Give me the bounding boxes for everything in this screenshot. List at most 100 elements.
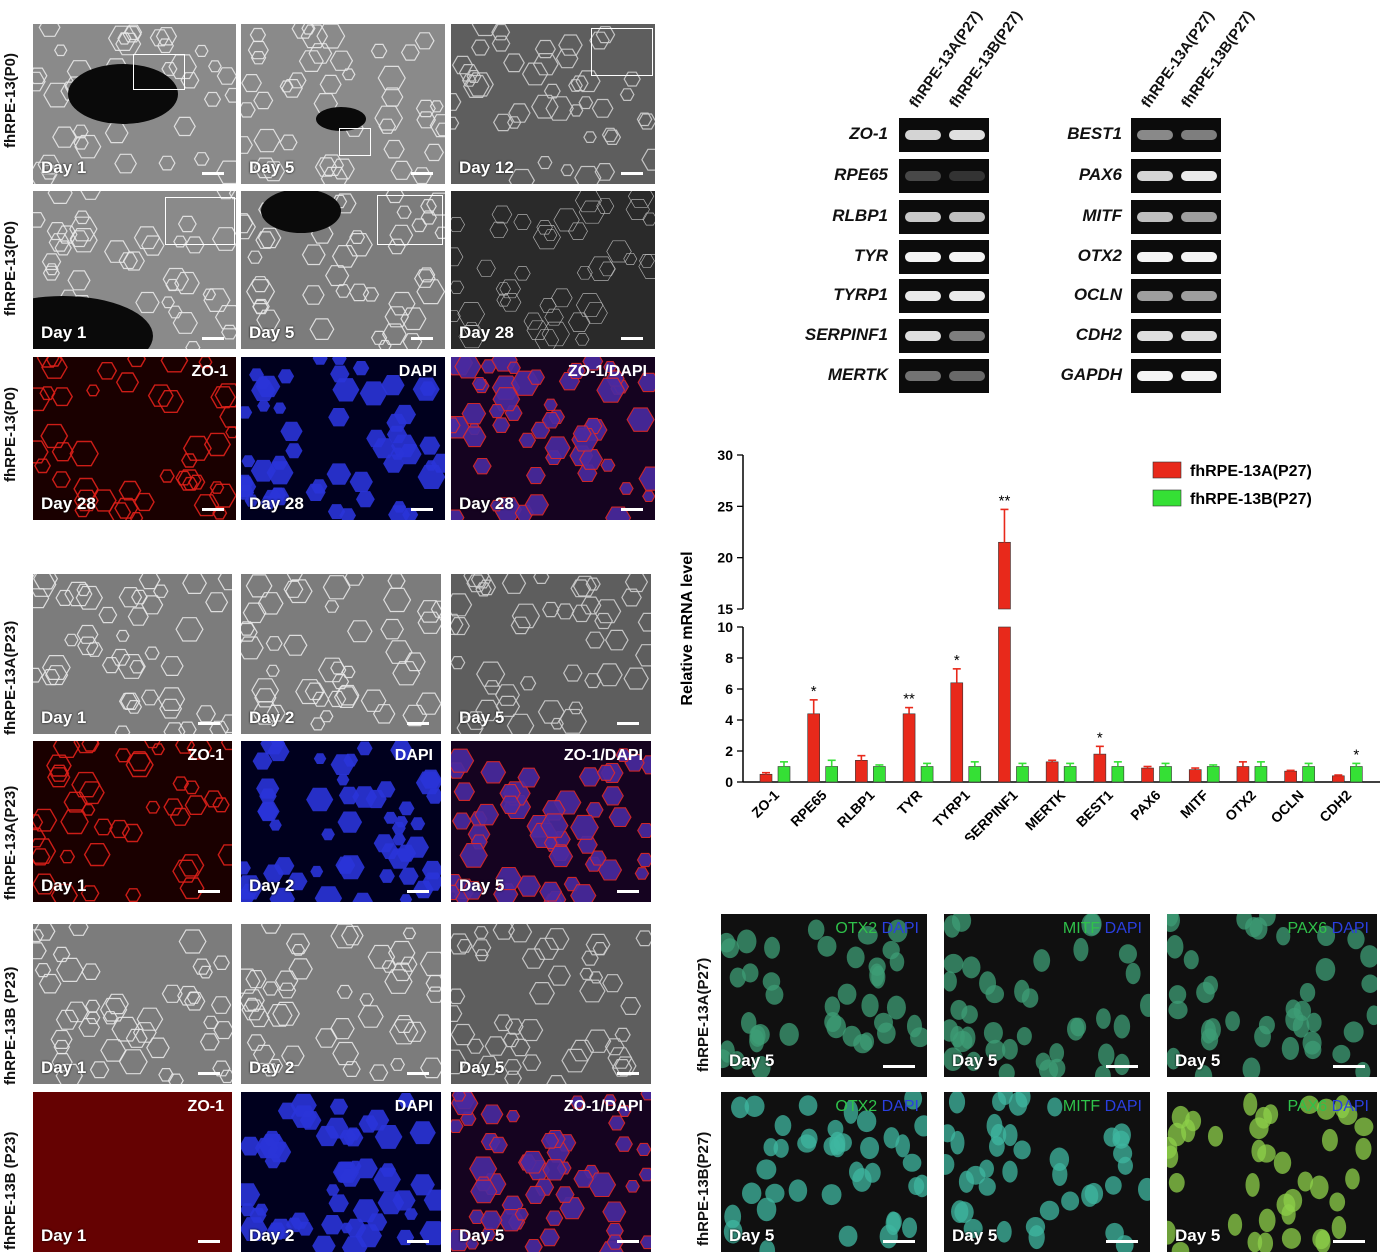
- gel-band: [949, 291, 985, 301]
- dapi-name: DAPI: [1331, 1098, 1369, 1115]
- day-label: Day 1: [41, 323, 87, 342]
- gel-lane-row: [1131, 200, 1221, 234]
- marker-name: MITF: [1062, 1098, 1101, 1115]
- gel-band: [1181, 291, 1217, 301]
- scale-bar: [198, 890, 220, 893]
- bar: [1016, 766, 1029, 783]
- x-tick-label: RPE65: [787, 787, 830, 830]
- gel-band: [1181, 371, 1217, 381]
- bar: [1284, 770, 1297, 783]
- y-tick-label: 10: [717, 619, 733, 635]
- bar: [920, 766, 934, 783]
- gel-lane-row: [899, 200, 989, 234]
- y-tick-label: 20: [717, 550, 733, 566]
- day-label: Day 28: [249, 494, 304, 513]
- day-label: Day 2: [249, 1058, 295, 1077]
- gel-band: [905, 171, 941, 181]
- gel-band: [905, 371, 941, 381]
- y-tick-label: 2: [725, 743, 733, 759]
- day-label: Day 1: [41, 708, 87, 727]
- gel-band: [905, 291, 941, 301]
- scale-bar: [202, 337, 224, 340]
- gel-lane-row: [1131, 118, 1221, 152]
- scale-bar: [621, 172, 643, 175]
- bar: [825, 766, 838, 783]
- a23-row1-panel: Day 2: [241, 574, 441, 734]
- y-tick-label: 25: [717, 498, 733, 514]
- row-label: fhRPE-13(P0): [2, 220, 19, 316]
- dapi-name: DAPI: [881, 1098, 919, 1115]
- stain-label: DAPI: [394, 1098, 433, 1115]
- day-label: Day 5: [459, 708, 505, 727]
- gel-band: [1137, 212, 1173, 222]
- bar: [1045, 761, 1059, 783]
- if-panel: OTX2 DAPI Day 5: [721, 914, 927, 1077]
- x-tick-label: RLBP1: [834, 787, 878, 831]
- x-tick-label: MITF: [1177, 786, 1212, 821]
- marker-label: OTX2 DAPI: [835, 920, 919, 938]
- scale-bar: [621, 337, 643, 340]
- stain-label: ZO-1/DAPI: [567, 363, 647, 380]
- gel-lane-row: [1131, 319, 1221, 353]
- gel-gene-label: OCLN: [1073, 285, 1122, 304]
- day-label: Day 5: [249, 158, 295, 177]
- gel-column-header: fhRPE-13A(P27): [1138, 7, 1218, 111]
- marker-label: MITF DAPI: [1063, 920, 1142, 938]
- inset-box: [133, 54, 185, 90]
- x-tick-label: TYRP1: [930, 787, 973, 830]
- day-label: Day 28: [41, 494, 96, 513]
- bar: [1206, 766, 1220, 783]
- bar: [1236, 766, 1250, 783]
- scale-bar: [198, 1072, 220, 1075]
- scale-bar: [198, 722, 220, 725]
- day-label: Day 28: [459, 323, 514, 342]
- inset-box: [339, 128, 371, 156]
- p0-row2-panel: Day 1: [33, 191, 236, 349]
- marker-name: MITF: [1062, 920, 1101, 937]
- scale-bar: [1333, 1065, 1365, 1068]
- gel-lane-row: [1131, 279, 1221, 313]
- gel-gene-label: MERTK: [827, 365, 888, 384]
- gel-gene-label: RLBP1: [832, 206, 888, 225]
- gel-gene-label: TYRP1: [833, 285, 888, 304]
- y-axis-label: Relative mRNA level: [679, 551, 696, 705]
- a23-row2-panel: Day 5 ZO-1/DAPI: [451, 741, 651, 902]
- stain-label: DAPI: [398, 363, 437, 380]
- row-label: fhRPE-13(P0): [2, 386, 19, 482]
- gel-band: [905, 252, 941, 262]
- day-label: Day 12: [459, 158, 514, 177]
- bar: [1350, 766, 1363, 783]
- day-label: Day 2: [249, 708, 295, 727]
- gel-gene-label: PAX6: [1078, 165, 1122, 184]
- if-panel: PAX6 DAPI Day 5: [1167, 1092, 1377, 1252]
- scale-bar: [407, 1072, 429, 1075]
- bar: [998, 626, 1011, 783]
- bar: [1063, 766, 1077, 783]
- b23-row2-panel: Day 5 ZO-1/DAPI: [451, 1092, 651, 1252]
- gel-band: [949, 212, 985, 222]
- significance-mark: *: [1353, 746, 1359, 763]
- marker-label: PAX6 DAPI: [1287, 920, 1369, 938]
- a23-row1-panel: Day 5: [451, 574, 651, 734]
- x-tick-label: OCLN: [1267, 787, 1306, 826]
- stain-label: ZO-1: [187, 747, 224, 764]
- stain-label: ZO-1: [187, 1098, 224, 1115]
- day-label: Day 5: [459, 1226, 505, 1245]
- y-tick-label: 30: [717, 447, 733, 463]
- if-panel: OTX2 DAPI Day 5: [721, 1092, 927, 1252]
- stain-label: ZO-1/DAPI: [563, 1098, 643, 1115]
- legend-swatch: [1152, 461, 1182, 479]
- if-panel: MITF DAPI Day 5: [944, 914, 1150, 1077]
- bar: [1141, 767, 1154, 783]
- bar: [873, 766, 886, 783]
- y-tick-label: 4: [725, 712, 733, 728]
- inset-box: [591, 28, 653, 76]
- inset-box: [377, 195, 443, 245]
- day-label: Day 5: [729, 1226, 775, 1245]
- b23-row1-panel: Day 5: [451, 924, 651, 1084]
- b23-row2-panel: Day 1 ZO-1: [33, 1092, 232, 1252]
- bar: [1254, 766, 1268, 783]
- gel-band: [1137, 371, 1173, 381]
- gel-lane-row: [899, 118, 989, 152]
- gel-lane-row: [899, 240, 989, 274]
